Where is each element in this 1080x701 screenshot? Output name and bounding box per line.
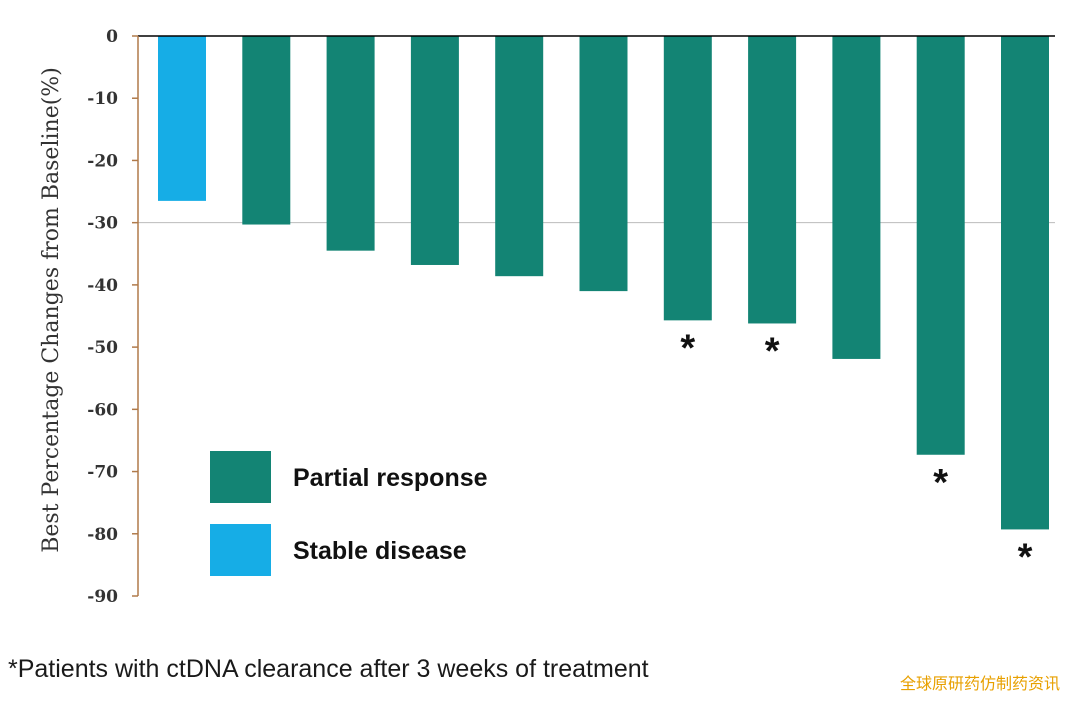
bar-11 xyxy=(1001,36,1049,530)
ctdna-clearance-marker-8: * xyxy=(765,330,780,372)
bar-4 xyxy=(410,36,459,265)
y-tick-label: -90 xyxy=(87,587,118,607)
bar-2 xyxy=(242,36,291,225)
y-tick-label: -20 xyxy=(87,151,118,171)
ctdna-clearance-marker-10: * xyxy=(933,462,948,504)
bar-3 xyxy=(326,36,375,251)
y-tick-label: -70 xyxy=(87,463,118,483)
bar-5 xyxy=(495,36,544,277)
bar-7 xyxy=(663,36,712,321)
y-axis-label: Best Percentage Changes from Baseline(%) xyxy=(39,67,64,553)
watermark: 全球原研药仿制药资讯 xyxy=(899,674,1060,693)
ctdna-clearance-marker-11: * xyxy=(1018,536,1033,578)
ctdna-clearance-marker-7: * xyxy=(680,327,695,369)
bar-10 xyxy=(916,36,965,455)
y-tick-label: -40 xyxy=(87,276,118,296)
bar-8 xyxy=(748,36,797,324)
legend-swatch-2 xyxy=(210,524,271,576)
bar-9 xyxy=(832,36,881,359)
legend-label-1: Partial response xyxy=(293,464,488,492)
y-tick-label: -80 xyxy=(87,525,118,545)
y-tick-label: -50 xyxy=(87,338,118,358)
footnote: *Patients with ctDNA clearance after 3 w… xyxy=(8,655,649,683)
bar-1 xyxy=(158,36,206,201)
y-tick-label: -10 xyxy=(87,89,118,109)
y-tick-label: -60 xyxy=(87,400,118,420)
bar-6 xyxy=(579,36,628,292)
y-tick-label: -30 xyxy=(87,214,118,234)
y-tick-label: 0 xyxy=(106,27,118,47)
legend-label-2: Stable disease xyxy=(293,537,467,565)
legend-swatch-1 xyxy=(210,451,271,503)
